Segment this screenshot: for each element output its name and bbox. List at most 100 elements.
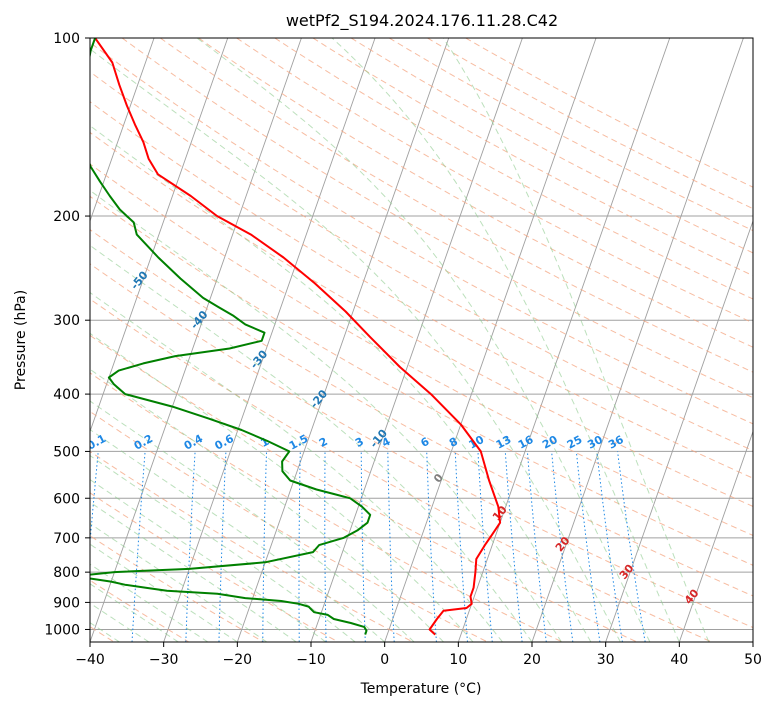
dry-adiabat-line — [90, 229, 753, 597]
dry-adiabat-label: 30 — [617, 562, 637, 582]
x-tick-label: −20 — [223, 652, 253, 668]
y-tick-label: 700 — [53, 531, 80, 547]
isotherm-line — [90, 38, 302, 642]
mixing-ratio-label: 0.6 — [213, 432, 237, 453]
mixing-ratio-label: 6 — [419, 435, 432, 450]
y-tick-label: 200 — [53, 209, 80, 225]
moist-adiabat-line — [90, 400, 415, 642]
x-tick-label: 40 — [670, 652, 688, 668]
isotherm-line — [457, 38, 671, 642]
moist-adiabat-line — [90, 244, 533, 642]
y-tick-label: 100 — [53, 31, 80, 47]
temperature-series-line — [94, 38, 502, 636]
mixing-ratio-line — [575, 451, 601, 642]
moist-adiabat-line — [90, 48, 621, 642]
dry-adiabat-line — [465, 38, 753, 188]
x-tick-label: −30 — [149, 652, 179, 668]
x-tick-label: 20 — [523, 652, 541, 668]
y-tick-label: 400 — [53, 387, 80, 403]
mixing-ratio-line — [262, 451, 267, 642]
mixing-ratio-line — [504, 451, 523, 642]
x-tick-label: 30 — [597, 652, 615, 668]
dry-adiabat-line — [350, 38, 753, 254]
dry-adiabat-label: 20 — [553, 534, 573, 554]
isotherm-line — [678, 430, 753, 642]
dry-adiabat-line — [90, 163, 753, 536]
isotherm-line — [90, 38, 155, 223]
mixing-ratio-line — [596, 451, 623, 642]
dry-adiabat-line — [90, 298, 712, 642]
dry-adiabat-line — [90, 101, 753, 479]
moist-adiabat-line — [90, 543, 238, 642]
isotherm-line — [0, 38, 7, 642]
dewpoint-series-line — [90, 38, 372, 635]
profile-lines — [90, 38, 502, 636]
mixing-ratio-label: 20 — [540, 433, 560, 452]
moist-adiabat-line — [90, 291, 503, 642]
dry-adiabat-line — [90, 41, 753, 425]
moist-adiabat-line — [90, 189, 562, 642]
mixing-ratio-line — [551, 451, 574, 642]
moist-adiabat-line — [90, 522, 268, 642]
plot-frame — [89, 37, 754, 643]
mixing-ratio-line — [617, 451, 646, 642]
y-tick-label: 1000 — [44, 622, 80, 638]
dry-adiabat-line — [90, 450, 414, 642]
isotherm-line — [163, 38, 376, 642]
dry-adiabat-line — [388, 38, 753, 232]
dry-adiabat-label: -30 — [248, 347, 271, 371]
mixing-ratio-line — [454, 451, 468, 642]
mixing-ratio-label: 1.5 — [287, 432, 310, 453]
mixing-ratio-line — [298, 451, 301, 642]
mixing-ratio-line — [131, 451, 146, 642]
mixing-ratio-label: 25 — [565, 433, 585, 452]
x-tick-label: −10 — [296, 652, 326, 668]
dry-adiabat-label: -60 — [68, 229, 91, 253]
moist-adiabat-line — [90, 332, 474, 642]
line-labels: 0.10.20.40.611.52346810131620253036-100-… — [68, 229, 702, 607]
dry-adiabat-line — [90, 195, 753, 566]
dry-adiabat-line — [90, 410, 488, 642]
y-axis-label: Pressure (hPa) — [13, 290, 29, 390]
isotherm-line — [752, 640, 753, 642]
moist-adiabat-line — [196, 38, 651, 642]
mixing-ratio-label: 0.1 — [85, 432, 108, 453]
isotherm-line — [236, 38, 450, 642]
mixing-ratio-line — [526, 451, 547, 642]
background-lines — [0, 38, 753, 642]
mixing-ratio-label: 13 — [494, 433, 514, 452]
dry-adiabat-line — [160, 38, 753, 373]
axis-ticks: −40 −30 −20 −10 0 10 20 30 40 5010020030040050060… — [44, 31, 762, 668]
dry-adiabat-line — [427, 38, 753, 210]
x-tick-label: 0 — [380, 652, 389, 668]
mixing-ratio-label: 8 — [447, 435, 460, 450]
dry-adiabat-line — [90, 263, 753, 629]
dry-adiabat-label: -20 — [308, 387, 331, 411]
mixing-ratio-label: 0.2 — [132, 432, 155, 453]
isotherm-line — [384, 38, 597, 642]
mixing-ratio-label: 3 — [353, 435, 366, 450]
moist-adiabat-line — [90, 454, 356, 642]
moist-adiabat-line — [90, 563, 209, 642]
moist-adiabat-line — [90, 368, 444, 642]
dry-adiabat-line — [90, 131, 753, 507]
mixing-ratio-label: 36 — [606, 433, 626, 452]
dry-adiabat-line — [90, 71, 753, 452]
isotherm-line — [531, 38, 744, 642]
y-tick-label: 500 — [53, 444, 80, 460]
dry-adiabat-line — [198, 38, 753, 348]
moist-adiabat-line — [90, 501, 297, 642]
y-tick-label: 900 — [53, 595, 80, 611]
x-axis-label: Temperature (°C) — [360, 681, 482, 697]
mixing-ratio-label: 2 — [317, 435, 330, 450]
y-tick-label: 600 — [53, 491, 80, 507]
dry-adiabat-line — [121, 38, 753, 399]
x-tick-label: 50 — [744, 652, 762, 668]
moist-adiabat-line — [90, 428, 386, 642]
mixing-ratio-line — [387, 451, 395, 642]
isotherm-line — [90, 38, 229, 433]
x-tick-label: −40 — [75, 652, 105, 668]
y-tick-label: 800 — [53, 565, 80, 581]
